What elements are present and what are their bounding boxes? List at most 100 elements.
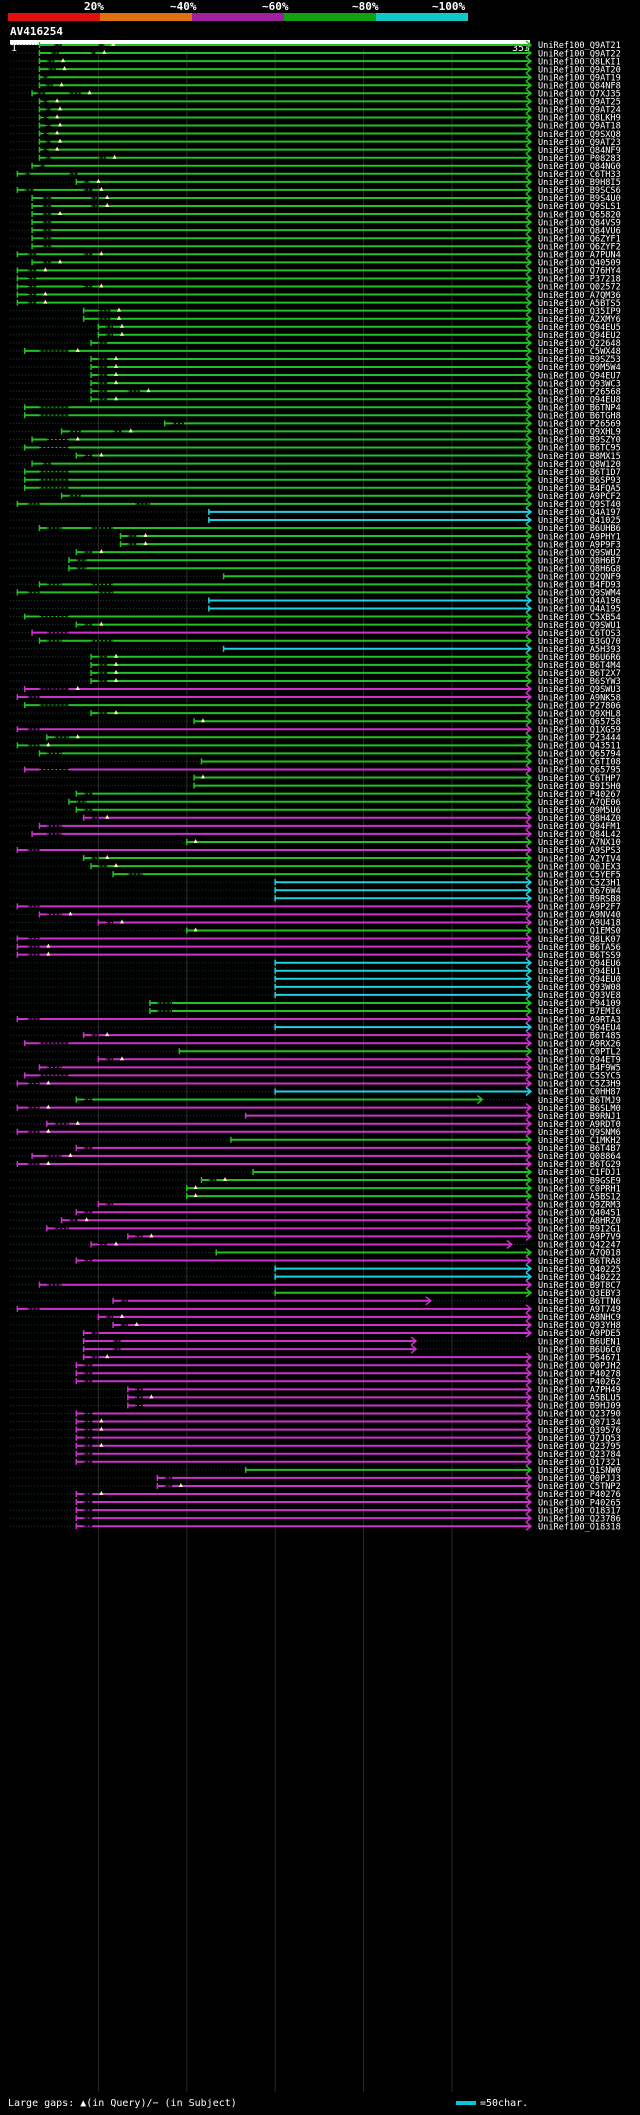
hit-label[interactable]: UniRef100_C6TOS3 (538, 629, 621, 639)
hit-label[interactable]: UniRef100_B7EMI6 (538, 1007, 621, 1017)
hit-label[interactable]: UniRef100_A9T749 (538, 1305, 621, 1315)
hit-label[interactable]: UniRef100_B9T8C7 (538, 1281, 621, 1291)
hit-label[interactable]: UniRef100_Q76HY4 (538, 267, 621, 277)
hit-label[interactable]: UniRef100_P40267 (538, 790, 621, 800)
hit-row[interactable]: UniRef100_B6UEN1 (10, 1336, 621, 1347)
hit-row[interactable]: UniRef100_B6T485 (10, 1030, 621, 1041)
hit-row[interactable]: UniRef100_A5BLU5 (10, 1392, 621, 1404)
hit-row[interactable]: UniRef100_B9SCS6 (10, 185, 621, 196)
hit-label[interactable]: UniRef100_Q9XHL8 (538, 709, 621, 719)
hit-row[interactable]: UniRef100_Q84L42 (10, 829, 621, 840)
hit-label[interactable]: UniRef100_C5Z3H1 (538, 878, 621, 888)
hit-label[interactable]: UniRef100_B6TRA8 (538, 1257, 621, 1267)
hit-row[interactable]: UniRef100_Q84NF9 (10, 145, 621, 156)
hit-row[interactable]: UniRef100_A9P7V9 (10, 1231, 621, 1243)
hit-row[interactable]: UniRef100_A7NX10 (10, 837, 621, 848)
hit-row[interactable]: UniRef100_Q6ZYF2 (10, 241, 621, 252)
hit-label[interactable]: UniRef100_Q65820 (538, 210, 621, 220)
hit-label[interactable]: UniRef100_O17321 (538, 1458, 621, 1468)
hit-row[interactable]: UniRef100_B6SLM0 (10, 1103, 621, 1114)
hit-label[interactable]: UniRef100_B9I2G1 (538, 1225, 621, 1235)
hit-row[interactable]: UniRef100_Q94EU4 (10, 1022, 621, 1033)
hit-label[interactable]: UniRef100_Q65758 (538, 717, 621, 727)
hit-label[interactable]: UniRef100_A7Q018 (538, 1249, 621, 1259)
hit-label[interactable]: UniRef100_Q84VU6 (538, 226, 621, 236)
hit-label[interactable]: UniRef100_A9RDT0 (538, 1120, 621, 1130)
hit-row[interactable]: UniRef100_B9S4U0 (10, 193, 621, 204)
hit-row[interactable]: UniRef100_B6TRA8 (10, 1255, 621, 1267)
hit-label[interactable]: UniRef100_A9PHY1 (538, 532, 621, 542)
hit-row[interactable]: UniRef100_Q23795 (10, 1441, 621, 1452)
hit-label[interactable]: UniRef100_Q94EU1 (538, 967, 621, 977)
hit-label[interactable]: UniRef100_A9RTA3 (538, 1015, 621, 1025)
hit-row[interactable]: UniRef100_Q65795 (10, 764, 621, 776)
hit-label[interactable]: UniRef100_Q65795 (538, 766, 621, 776)
hit-label[interactable]: UniRef100_Q9SXQ8 (538, 130, 621, 140)
hit-row[interactable]: UniRef100_Q0JEX3 (10, 861, 621, 872)
hit-row[interactable]: UniRef100_Q35IP9 (10, 306, 621, 317)
hit-row[interactable]: UniRef100_B3GQ70 (10, 636, 621, 647)
hit-row[interactable]: UniRef100_P40276 (10, 1489, 621, 1500)
hit-row[interactable]: UniRef100_Q84NG0 (10, 161, 621, 172)
hit-label[interactable]: UniRef100_Q02572 (538, 283, 621, 293)
hit-label[interactable]: UniRef100_P40278 (538, 1369, 621, 1379)
hit-row[interactable]: UniRef100_A9NK58 (10, 692, 621, 703)
hit-label[interactable]: UniRef100_B6SP93 (538, 476, 621, 486)
hit-label[interactable]: UniRef100_A7QE06 (538, 798, 621, 808)
hit-row[interactable]: UniRef100_A7Q018 (10, 1247, 621, 1259)
hit-row[interactable]: UniRef100_B4FD93 (10, 579, 621, 591)
hit-row[interactable]: UniRef100_B6TA56 (10, 942, 621, 953)
hit-label[interactable]: UniRef100_Q23784 (538, 1450, 621, 1460)
hit-row[interactable]: UniRef100_B6TGH8 (10, 410, 621, 422)
hit-label[interactable]: UniRef100_Q9AT21 (538, 41, 621, 51)
hit-label[interactable]: UniRef100_Q9AT24 (538, 106, 621, 116)
hit-label[interactable]: UniRef100_Q8H4Z0 (538, 814, 621, 824)
hit-row[interactable]: UniRef100_Q23790 (10, 1408, 621, 1420)
hit-label[interactable]: UniRef100_Q9SNM6 (538, 1128, 621, 1138)
hit-label[interactable]: UniRef100_C0PRH1 (538, 1184, 621, 1194)
hit-row[interactable]: UniRef100_A7QE06 (10, 797, 621, 808)
hit-row[interactable]: UniRef100_Q07134 (10, 1416, 621, 1428)
hit-label[interactable]: UniRef100_Q9M5W4 (538, 363, 621, 373)
hit-row[interactable]: UniRef100_B6T4B7 (10, 1143, 621, 1154)
hit-row[interactable]: UniRef100_B9HJ09 (10, 1400, 621, 1412)
hit-row[interactable]: UniRef100_A9U418 (10, 917, 621, 929)
hit-label[interactable]: UniRef100_Q94EU8 (538, 395, 621, 405)
hit-label[interactable]: UniRef100_Q0PJJ3 (538, 1474, 621, 1484)
hit-row[interactable]: UniRef100_Q8H6G8 (10, 563, 621, 574)
hit-row[interactable]: UniRef100_Q9AT22 (10, 48, 621, 59)
hit-label[interactable]: UniRef100_B6T4B7 (538, 1144, 621, 1154)
hit-row[interactable]: UniRef100_Q65794 (10, 748, 621, 760)
hit-label[interactable]: UniRef100_Q65794 (538, 750, 621, 760)
hit-label[interactable]: UniRef100_Q84VS9 (538, 218, 621, 228)
hit-label[interactable]: UniRef100_Q676W4 (538, 886, 621, 896)
hit-label[interactable]: UniRef100_Q93WC3 (538, 379, 621, 389)
hit-label[interactable]: UniRef100_Q3EBY3 (538, 1289, 621, 1299)
hit-label[interactable]: UniRef100_A9RX26 (538, 1039, 621, 1049)
hit-label[interactable]: UniRef100_Q8W120 (538, 460, 621, 470)
hit-row[interactable]: UniRef100_Q9SWU1 (10, 620, 621, 631)
hit-row[interactable]: UniRef100_Q02572 (10, 281, 621, 293)
hit-row[interactable]: UniRef100_A8HRZ0 (10, 1215, 621, 1227)
hit-row[interactable]: UniRef100_B9RNJ1 (10, 1111, 621, 1122)
hit-label[interactable]: UniRef100_Q2QNF9 (538, 573, 621, 583)
hit-row[interactable]: UniRef100_Q9SWM4 (10, 587, 621, 599)
hit-row[interactable]: UniRef100_A9RX26 (10, 1038, 621, 1049)
hit-label[interactable]: UniRef100_Q4A197 (538, 508, 621, 518)
hit-label[interactable]: UniRef100_Q9SLS1 (538, 202, 621, 212)
hit-row[interactable]: UniRef100_B8MX15 (10, 450, 621, 462)
hit-label[interactable]: UniRef100_Q93YH8 (538, 1321, 621, 1331)
hit-label[interactable]: UniRef100_C5XB54 (538, 613, 621, 623)
hit-row[interactable]: UniRef100_B6T4M4 (10, 660, 621, 671)
hit-label[interactable]: UniRef100_Q6ZYF2 (538, 242, 621, 252)
hit-row[interactable]: UniRef100_Q3EBY3 (10, 1288, 621, 1299)
hit-row[interactable]: UniRef100_C5Z3H1 (10, 877, 621, 888)
hit-row[interactable]: UniRef100_A8NHC9 (10, 1312, 621, 1323)
hit-label[interactable]: UniRef100_P94109 (538, 999, 621, 1009)
hit-row[interactable]: UniRef100_B6U6R6 (10, 652, 621, 663)
hit-row[interactable]: UniRef100_Q42247 (10, 1239, 621, 1251)
hit-label[interactable]: UniRef100_B9SZY0 (538, 436, 621, 446)
hit-label[interactable]: UniRef100_C6TI08 (538, 758, 621, 768)
hit-label[interactable]: UniRef100_A8NHC9 (538, 1313, 621, 1323)
hit-label[interactable]: UniRef100_O18318 (538, 1522, 621, 1532)
